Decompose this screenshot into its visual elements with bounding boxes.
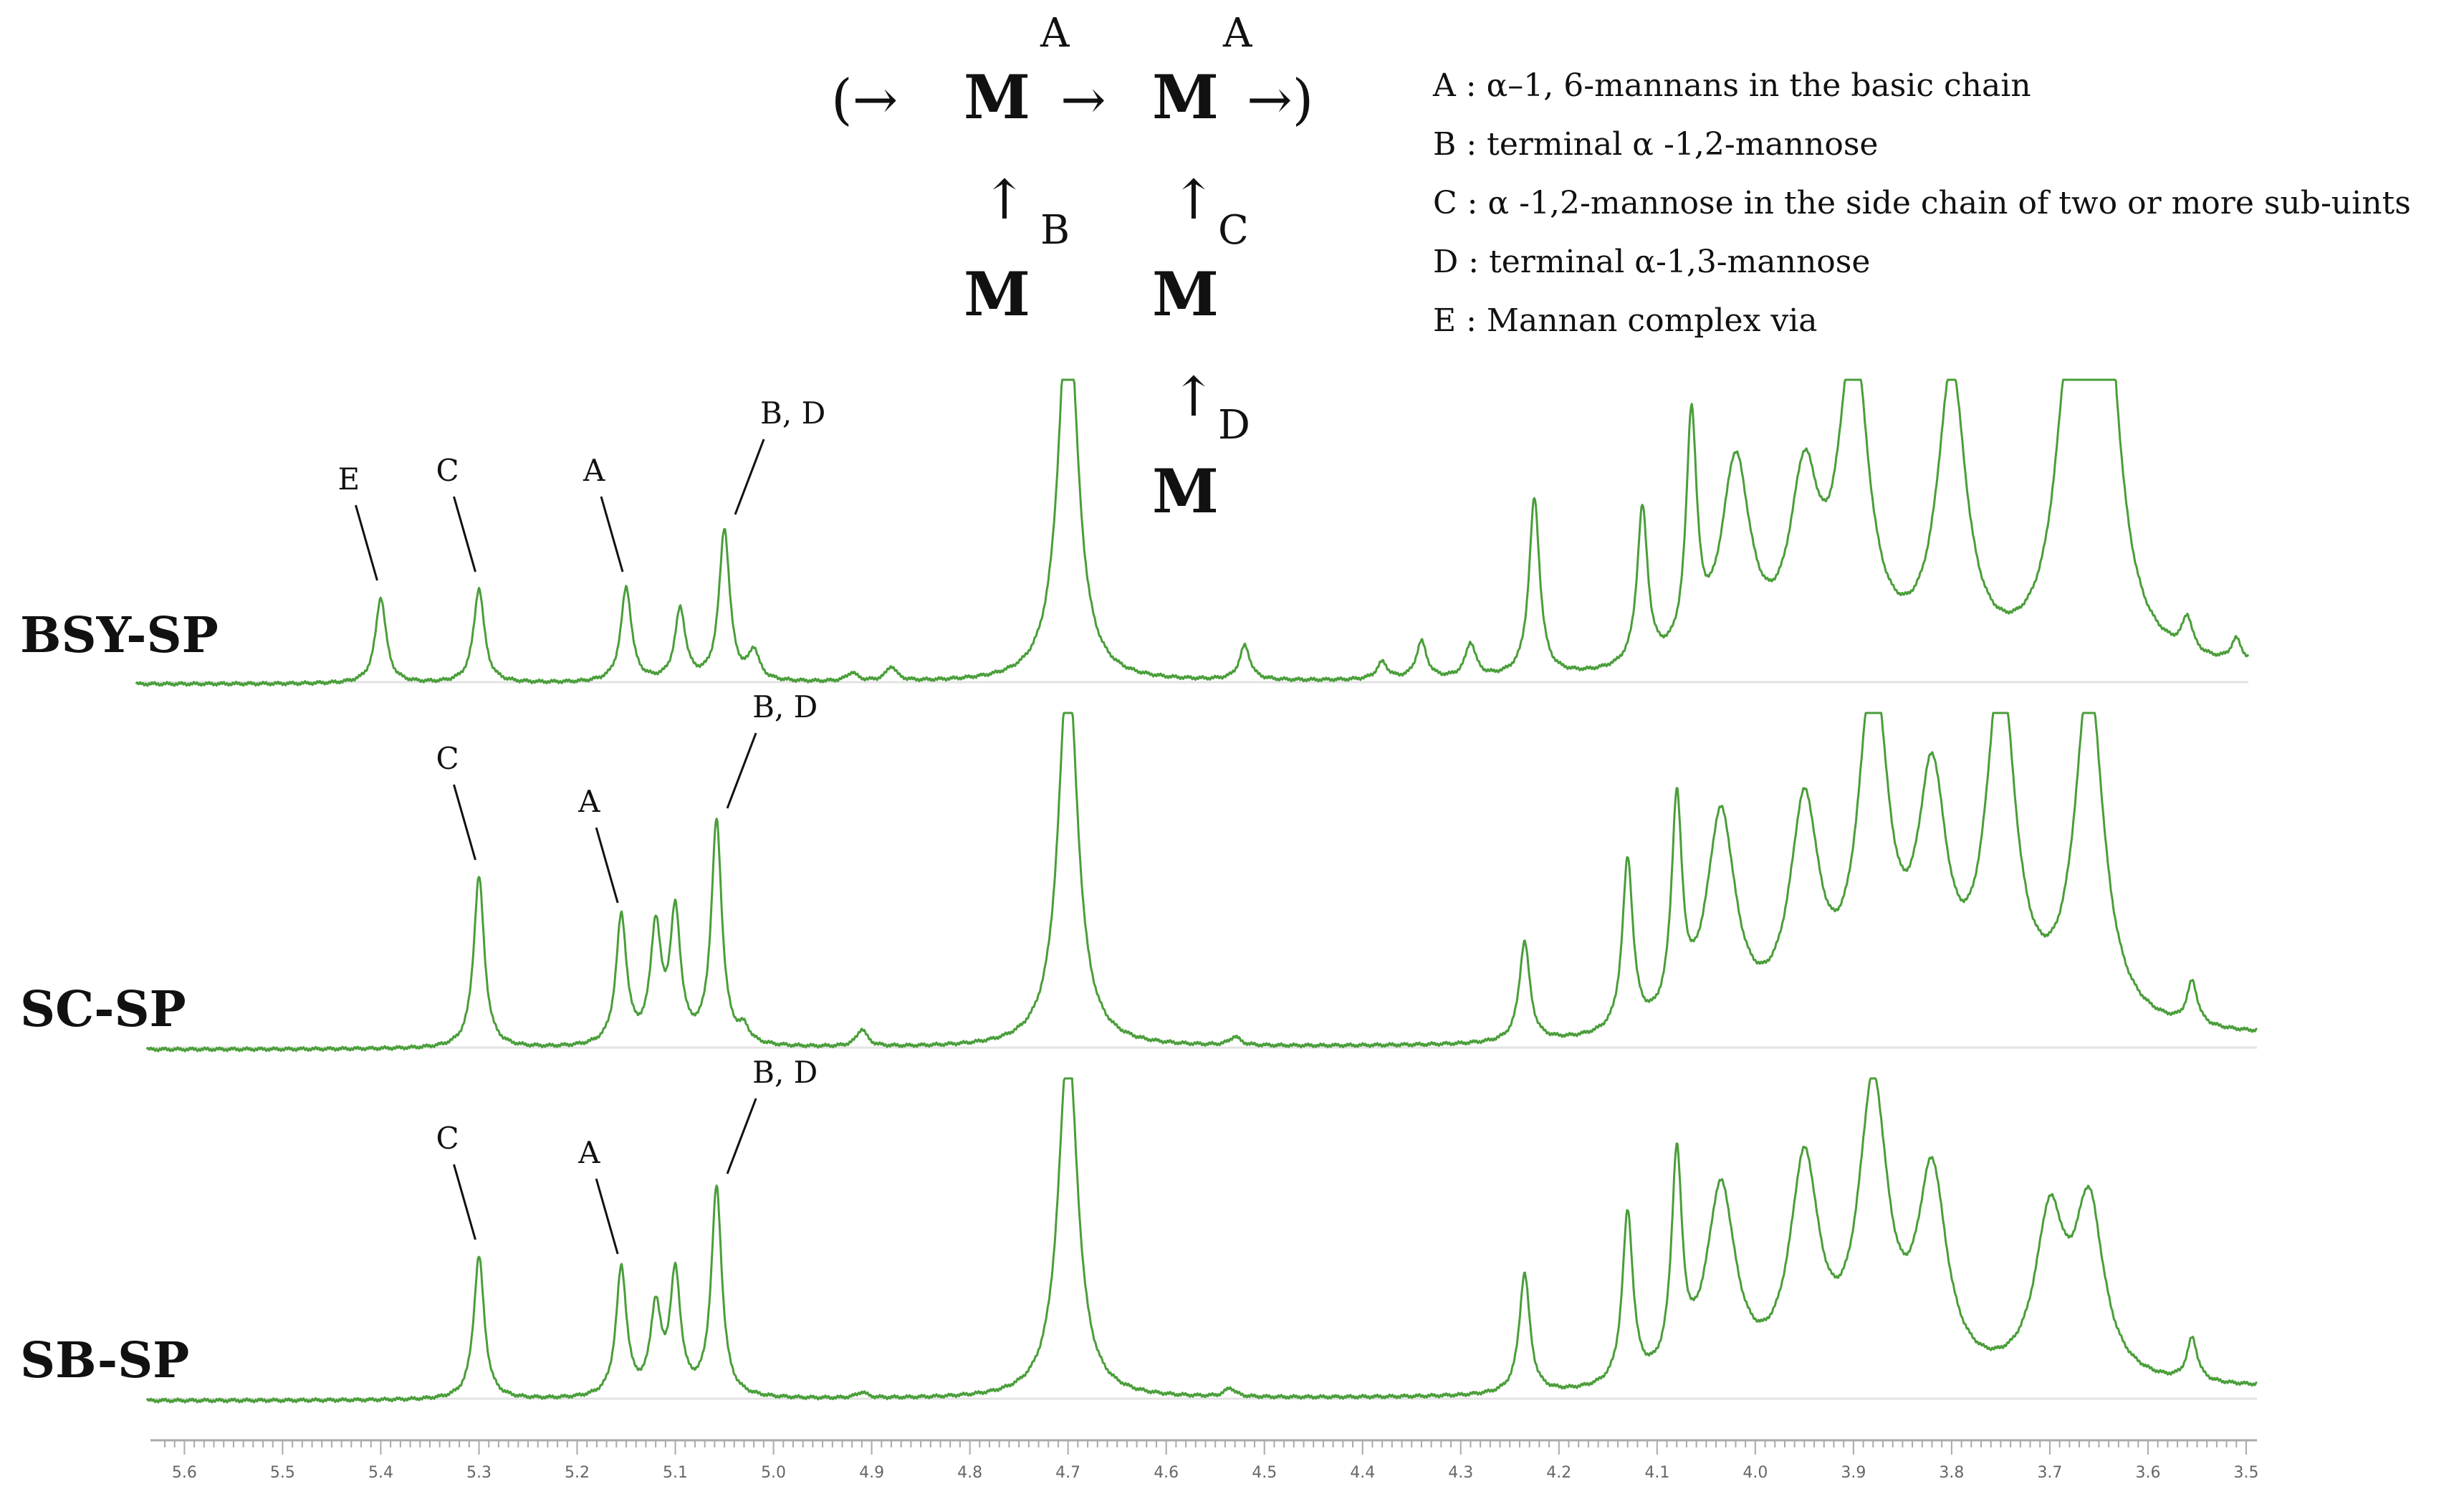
peak-label-bsy-sp-bd: B, D <box>760 396 825 431</box>
legend-entry-c: C : α -1,2-mannose in the side chain of … <box>1433 185 2411 221</box>
leader-line-sc-sp-c <box>453 784 476 861</box>
structure-open-paren: (→ <box>831 67 898 131</box>
leader-line-sc-sp-bd <box>726 732 757 809</box>
leader-line-sb-sp-c <box>453 1164 476 1240</box>
tick-label-4-0: 4.0 <box>1742 1464 1768 1482</box>
legend-entry-b: B : terminal α -1,2-mannose <box>1433 126 1878 163</box>
spectrum-bsy-sp: E C A B, D <box>135 378 2250 687</box>
leader-line-bsy-sp-bd <box>734 439 765 515</box>
tick-label-4-4: 4.4 <box>1350 1464 1375 1482</box>
spectra-group: E C A B, D C A B, D C A B, D <box>135 378 2258 1404</box>
structure-close-paren: →) <box>1247 67 1313 131</box>
spectrum-trace-sc-sp <box>145 712 2258 1053</box>
tick-label-4-2: 4.2 <box>1546 1464 1571 1482</box>
structure-residue-c: M <box>1152 259 1219 330</box>
tick-label-5-5: 5.5 <box>270 1464 295 1482</box>
leader-line-sb-sp-a <box>595 1178 619 1255</box>
peak-label-sb-sp-a: A <box>577 1135 600 1170</box>
tick-label-4-6: 4.6 <box>1154 1464 1179 1482</box>
tick-label-3-7: 3.7 <box>2037 1464 2062 1482</box>
spectrum-sc-sp: C A B, D <box>145 689 2258 1053</box>
leader-line-sb-sp-bd <box>726 1098 757 1174</box>
structure-letter-c: C <box>1218 207 1249 254</box>
structure-residue-d: M <box>1152 456 1219 527</box>
structure-residue-a1: M <box>964 62 1030 133</box>
mannan-structure-diagram: (→ M → M →) A A ↑ ↑ B C M M ↑ D M <box>831 10 1313 527</box>
peak-label-sb-sp-c: C <box>436 1121 459 1156</box>
structure-up-arrow-b: ↑ <box>982 168 1027 231</box>
tick-label-4-3: 4.3 <box>1448 1464 1473 1482</box>
spectrum-sb-sp: C A B, D <box>145 1055 2258 1404</box>
structure-letter-a2: A <box>1222 10 1252 57</box>
structure-letter-b: B <box>1040 207 1070 254</box>
legend-entry-e: E : Mannan complex via <box>1433 302 1818 339</box>
tick-label-5-1: 5.1 <box>663 1464 688 1482</box>
structure-letter-a1: A <box>1040 10 1070 57</box>
leader-line-bsy-sp-c <box>453 496 476 573</box>
tick-label-4-8: 4.8 <box>957 1464 982 1482</box>
tick-label-3-9: 3.9 <box>1841 1464 1866 1482</box>
structure-residue-a2: M <box>1152 62 1219 133</box>
peak-label-sc-sp-a: A <box>577 784 600 819</box>
series-label-sb-sp: SB-SP <box>20 1332 189 1389</box>
spectrum-trace-sb-sp <box>145 1077 2258 1404</box>
tick-label-4-5: 4.5 <box>1252 1464 1277 1482</box>
tick-label-4-1: 4.1 <box>1644 1464 1669 1482</box>
ppm-axis-ticks: 5.6 5.5 5.4 5.3 5.2 5.1 5.0 4.9 4.8 4.7 4.6 4.5 4.4 4… <box>164 1440 2259 1482</box>
peak-assignment-legend: A : α–1, 6-mannans in the basic chain B … <box>1432 67 2411 339</box>
structure-chain-arrow: → <box>1060 67 1106 131</box>
tick-label-5-0: 5.0 <box>761 1464 786 1482</box>
structure-up-arrow-d: ↑ <box>1171 365 1217 428</box>
spectrum-trace-bsy-sp <box>135 378 2250 687</box>
ppm-axis: 5.6 5.5 5.4 5.3 5.2 5.1 5.0 4.9 4.8 4.7 4.6 4.5 4.4 4… <box>150 1439 2259 1482</box>
tick-label-3-5: 3.5 <box>2234 1464 2259 1482</box>
peak-label-sc-sp-bd: B, D <box>752 689 818 724</box>
tick-label-5-3: 5.3 <box>466 1464 492 1482</box>
tick-label-4-9: 4.9 <box>859 1464 884 1482</box>
leader-line-sc-sp-a <box>595 827 619 904</box>
leader-line-bsy-sp-e <box>355 504 378 581</box>
structure-residue-b: M <box>964 259 1030 330</box>
tick-label-3-6: 3.6 <box>2135 1464 2160 1482</box>
tick-label-5-6: 5.6 <box>172 1464 197 1482</box>
structure-up-arrow-c: ↑ <box>1171 168 1217 231</box>
legend-entry-d: D : terminal α-1,3-mannose <box>1433 244 1870 280</box>
structure-letter-d: D <box>1218 402 1250 449</box>
leader-line-bsy-sp-a <box>600 496 624 573</box>
tick-label-4-7: 4.7 <box>1055 1464 1080 1482</box>
series-label-sc-sp: SC-SP <box>20 981 186 1038</box>
legend-entry-a: A : α–1, 6-mannans in the basic chain <box>1432 67 2031 104</box>
peak-label-bsy-sp-e: E <box>337 461 360 497</box>
peak-label-sb-sp-bd: B, D <box>752 1055 818 1090</box>
peak-label-sc-sp-c: C <box>436 741 459 776</box>
tick-label-5-2: 5.2 <box>565 1464 590 1482</box>
tick-label-3-8: 3.8 <box>1939 1464 1964 1482</box>
peak-label-bsy-sp-a: A <box>583 453 605 488</box>
tick-label-5-4: 5.4 <box>368 1464 393 1482</box>
series-label-bsy-sp: BSY-SP <box>20 607 219 664</box>
peak-label-bsy-sp-c: C <box>436 453 459 488</box>
